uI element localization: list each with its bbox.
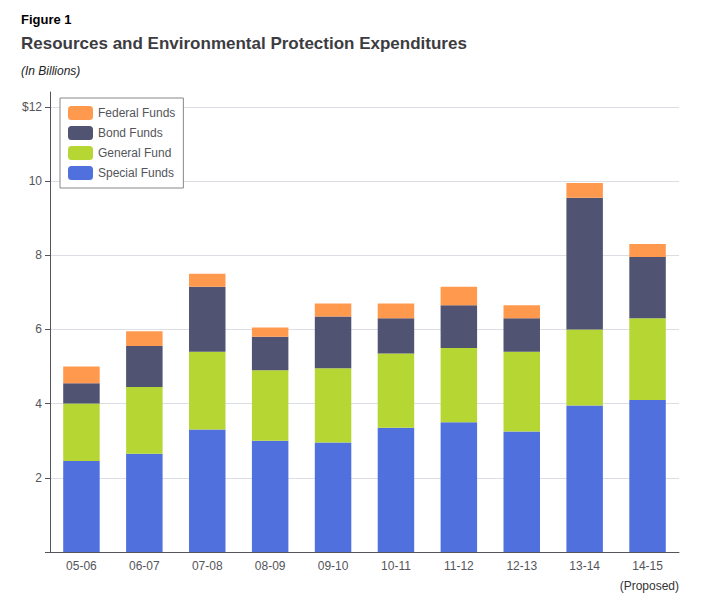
svg-text:14-15: 14-15 [632, 559, 663, 573]
svg-text:2: 2 [35, 471, 42, 485]
svg-text:6: 6 [35, 322, 42, 336]
svg-text:09-10: 09-10 [318, 559, 349, 573]
svg-text:08-09: 08-09 [255, 559, 286, 573]
svg-text:$12: $12 [22, 100, 42, 114]
svg-text:Special Funds: Special Funds [98, 166, 174, 180]
svg-text:12-13: 12-13 [506, 559, 537, 573]
svg-text:07-08: 07-08 [192, 559, 223, 573]
svg-text:11-12: 11-12 [444, 559, 474, 573]
svg-text:(Proposed): (Proposed) [620, 579, 679, 593]
svg-text:(In Billions): (In Billions) [21, 64, 80, 78]
svg-text:Bond Funds: Bond Funds [98, 126, 163, 140]
svg-text:8: 8 [35, 248, 42, 262]
svg-text:13-14: 13-14 [569, 559, 600, 573]
svg-text:General Fund: General Fund [98, 146, 171, 160]
svg-text:10: 10 [29, 174, 43, 188]
svg-text:10-11: 10-11 [381, 559, 411, 573]
svg-text:Figure 1: Figure 1 [21, 12, 72, 27]
svg-text:06-07: 06-07 [129, 559, 160, 573]
svg-text:4: 4 [35, 397, 42, 411]
svg-text:05-06: 05-06 [66, 559, 97, 573]
svg-text:Federal Funds: Federal Funds [98, 106, 175, 120]
svg-text:Resources and Environmental Pr: Resources and Environmental Protection E… [21, 34, 467, 53]
